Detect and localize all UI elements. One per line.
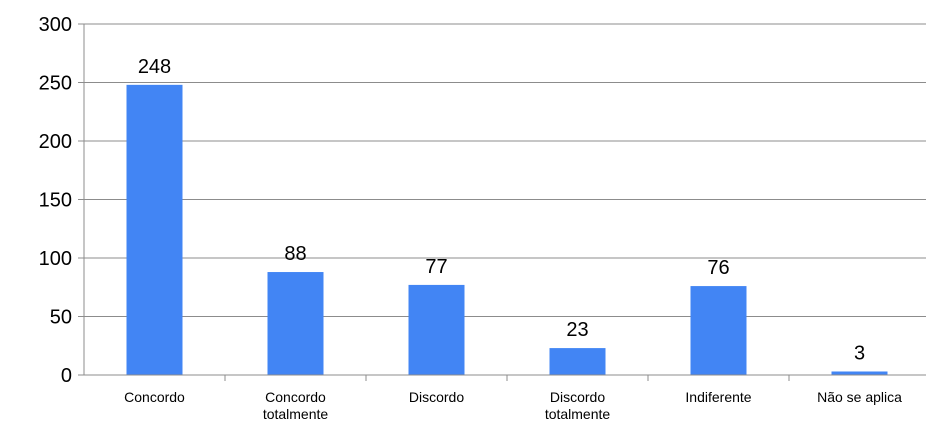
x-tick-label: Não se aplica bbox=[817, 389, 902, 405]
y-tick-label: 0 bbox=[61, 365, 72, 387]
gridlines bbox=[84, 23, 926, 317]
bar bbox=[690, 286, 747, 375]
x-tick-label-line: Indiferente bbox=[685, 389, 751, 405]
data-label: 3 bbox=[854, 342, 865, 364]
y-tick-label: 100 bbox=[39, 248, 72, 270]
bar bbox=[408, 284, 465, 375]
data-label: 23 bbox=[566, 319, 588, 341]
x-tick-label: Concordo bbox=[124, 389, 185, 405]
y-tick-label: 250 bbox=[39, 73, 72, 95]
x-tick-label-line: totalmente bbox=[263, 406, 329, 422]
x-tick-label: Discordo bbox=[409, 389, 464, 405]
x-tick-label-line: Concordo bbox=[124, 389, 185, 405]
data-label: 88 bbox=[284, 243, 306, 265]
y-tick-label: 150 bbox=[39, 190, 72, 212]
y-tick-label: 200 bbox=[39, 131, 72, 153]
data-label: 77 bbox=[425, 256, 447, 278]
x-tick-label-line: totalmente bbox=[545, 406, 611, 422]
bars bbox=[126, 84, 888, 375]
x-tick-label-line: Não se aplica bbox=[817, 389, 902, 405]
x-tick-label-line: Discordo bbox=[550, 389, 605, 405]
axes bbox=[78, 23, 926, 381]
x-tick-label: Concordo totalmente bbox=[263, 389, 329, 422]
x-tick-label-line: Discordo bbox=[409, 389, 464, 405]
data-label: 76 bbox=[707, 257, 729, 279]
x-tick-label-line: Concordo bbox=[265, 389, 326, 405]
bar bbox=[549, 348, 606, 375]
x-tick-label: Discordo totalmente bbox=[545, 389, 611, 422]
x-tick-label: Indiferente bbox=[685, 389, 751, 405]
y-tick-label: 50 bbox=[50, 307, 72, 329]
bar bbox=[831, 371, 888, 375]
y-tick-label: 300 bbox=[39, 14, 72, 36]
bar bbox=[126, 84, 183, 375]
bar bbox=[267, 272, 324, 375]
data-label: 248 bbox=[138, 56, 171, 78]
